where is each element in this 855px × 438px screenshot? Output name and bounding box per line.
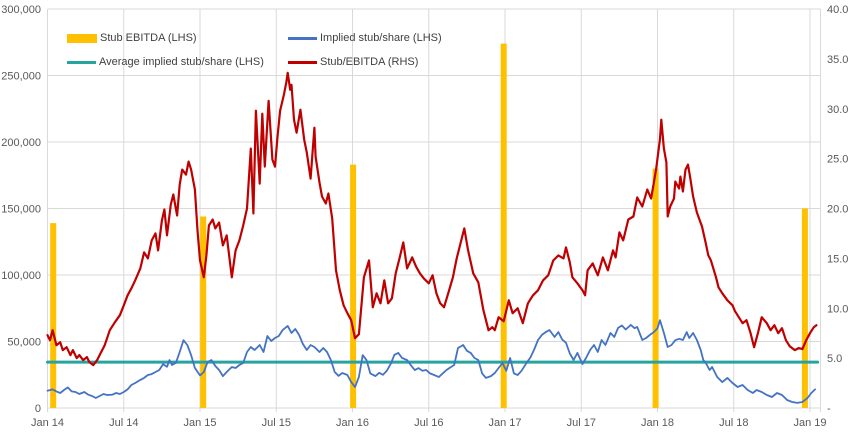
rhs-tick-label: 40.0 bbox=[827, 4, 848, 16]
lhs-tick-label: 250,000 bbox=[1, 71, 41, 83]
lhs-tick-label: 300,000 bbox=[1, 4, 41, 16]
lhs-tick-label: 150,000 bbox=[1, 204, 41, 216]
x-tick-label: Jul 18 bbox=[719, 417, 748, 429]
bar-stub-ebitda bbox=[200, 216, 207, 408]
rhs-tick-label: 25.0 bbox=[827, 154, 848, 166]
line-implied-stub-share bbox=[46, 319, 816, 404]
rhs-tick-label: 30.0 bbox=[827, 104, 848, 116]
bars-stub-ebitda bbox=[50, 43, 808, 408]
bar-stub-ebitda bbox=[50, 223, 57, 408]
lhs-tick-label: 50,000 bbox=[7, 337, 41, 349]
x-tick-label: Jul 14 bbox=[109, 417, 138, 429]
rhs-tick-label: 10.0 bbox=[827, 303, 848, 315]
bar-stub-ebitda bbox=[350, 164, 357, 408]
x-tick-label: Jan 17 bbox=[488, 417, 521, 429]
axis-labels: 0 50,000 100,000 150,000 200,000 250,000 300,0… bbox=[1, 4, 848, 429]
lhs-tick-label: 200,000 bbox=[1, 137, 41, 149]
x-tick-label: Jul 17 bbox=[567, 417, 596, 429]
rhs-tick-label: 15.0 bbox=[827, 253, 848, 265]
bar-stub-ebitda bbox=[652, 168, 659, 408]
rhs-tick-label: - bbox=[827, 403, 831, 415]
x-tick-label: Jan 19 bbox=[793, 417, 826, 429]
x-tick-label: Jan 14 bbox=[31, 417, 64, 429]
x-tick-label: Jul 15 bbox=[262, 417, 291, 429]
rhs-tick-label: 5.0 bbox=[827, 353, 842, 365]
lhs-tick-label: 0 bbox=[35, 403, 41, 415]
x-tick-label: Jul 16 bbox=[414, 417, 443, 429]
x-tick-label: Jan 15 bbox=[183, 417, 216, 429]
bar-stub-ebitda bbox=[500, 43, 507, 408]
bar-stub-ebitda bbox=[801, 208, 808, 408]
rhs-tick-label: 20.0 bbox=[827, 204, 848, 216]
lhs-tick-label: 100,000 bbox=[1, 270, 41, 282]
x-tick-label: Jan 16 bbox=[336, 417, 369, 429]
x-tick-label: Jan 18 bbox=[641, 417, 674, 429]
line-stub-ebitda-ratio bbox=[46, 71, 818, 367]
rhs-tick-label: 35.0 bbox=[827, 54, 848, 66]
